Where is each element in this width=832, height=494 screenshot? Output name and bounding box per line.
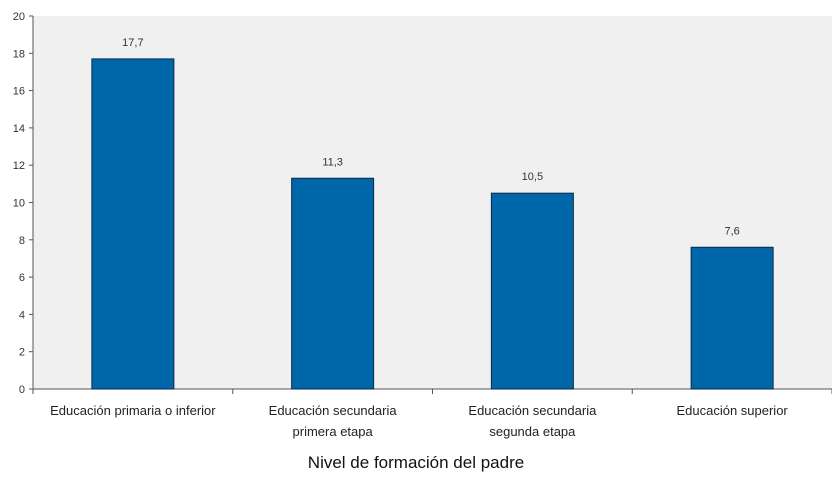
y-tick-label: 2	[19, 347, 25, 359]
x-category-label: Educación secundaria segunda etapa	[468, 403, 597, 439]
y-tick-label: 4	[19, 309, 25, 321]
x-axis	[32, 388, 832, 394]
x-category-label: Educación primaria o inferior	[50, 403, 216, 418]
bar	[690, 246, 774, 390]
bar-value-label: 10,5	[522, 171, 543, 183]
bar-value-label: 17,7	[122, 37, 143, 49]
bars	[91, 58, 774, 390]
bar	[91, 58, 175, 390]
x-category-label-line: primera etapa	[293, 424, 374, 439]
y-tick-label: 12	[13, 160, 25, 172]
y-tick-label: 10	[13, 198, 25, 210]
y-tick-label: 20	[13, 11, 25, 23]
value-labels: 17,7 11,3 10,5 7,6	[122, 37, 740, 237]
bar	[291, 177, 375, 390]
x-category-label: Educación superior	[676, 403, 788, 418]
y-tick-label: 0	[19, 384, 25, 396]
y-axis: 0 2 4 6 8 10 12 14 16 18 20	[13, 11, 34, 396]
x-category-label-line: Educación secundaria	[468, 403, 597, 418]
bar-value-label: 11,3	[322, 156, 343, 168]
x-category-label: Educación secundaria primera etapa	[269, 403, 398, 439]
category-labels: Educación primaria o inferior Educación s…	[50, 403, 788, 439]
x-category-label-line: Educación secundaria	[269, 403, 398, 418]
y-tick-label: 6	[19, 272, 25, 284]
y-tick-label: 16	[13, 86, 25, 98]
x-axis-title: Nivel de formación del padre	[308, 453, 524, 472]
y-tick-label: 18	[13, 48, 25, 60]
x-category-label-line: Educación primaria o inferior	[50, 403, 216, 418]
bar-value-label: 7,6	[724, 225, 739, 237]
x-category-label-line: Educación superior	[676, 403, 788, 418]
x-category-label-line: segunda etapa	[489, 424, 576, 439]
y-tick-label: 14	[13, 123, 25, 135]
y-tick-label: 8	[19, 235, 25, 247]
bar	[490, 192, 574, 390]
